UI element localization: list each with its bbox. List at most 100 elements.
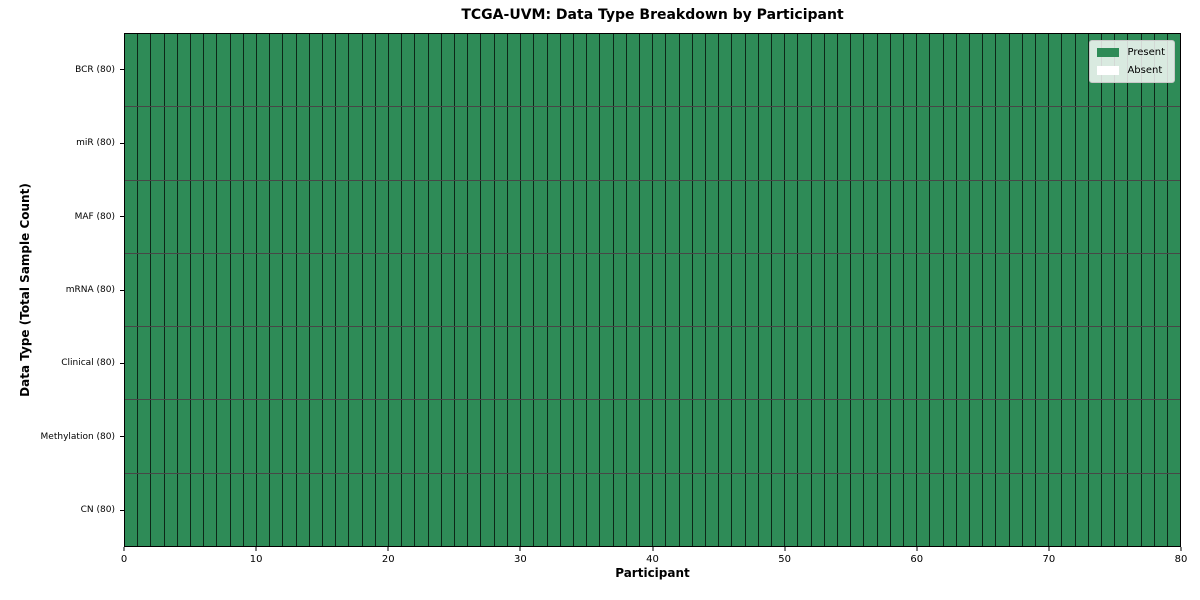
heatmap-cell [1140,180,1154,253]
heatmap-cell [836,107,851,180]
heatmap-cell [506,34,521,107]
heatmap-cell [1101,107,1115,180]
heatmap-cell [242,400,257,473]
heatmap-cell [823,34,837,107]
heatmap-cell [163,400,177,473]
y-tick-mark [120,69,124,71]
heatmap-cell [137,327,151,400]
legend-present-swatch [1097,48,1120,57]
heatmap-cell [176,253,191,327]
heatmap-cell [797,107,811,180]
heatmap-cell [427,473,441,546]
heatmap-cell [1101,180,1115,253]
heatmap-cell [969,107,983,180]
heatmap-cell [810,107,824,180]
heatmap-cell [322,180,336,253]
heatmap-cell [125,34,138,107]
heatmap-cell [150,327,164,400]
heatmap-cell [902,253,917,327]
heatmap-cell [850,400,864,473]
heatmap-cell [1127,253,1141,327]
heatmap-cell [612,34,626,107]
heatmap-cell [401,180,415,253]
heatmap-cell [242,180,257,253]
heatmap-cell [876,253,890,327]
heatmap-cell [190,34,204,107]
x-tick-label: 70 [1042,554,1056,565]
heatmap-cell [850,107,864,180]
heatmap-cell [929,34,943,107]
y-tick-label: MAF (80) [74,211,115,222]
heatmap-cell [638,34,653,107]
heatmap-cell [401,327,415,400]
heatmap-cell [955,107,969,180]
heatmap-cell [969,253,983,327]
heatmap-cell [374,327,389,400]
heatmap-cell [203,253,217,327]
heatmap-cell [467,253,481,327]
heatmap-cell [744,473,758,546]
heatmap-cell [1021,180,1036,253]
heatmap-cell [586,473,600,546]
heatmap-row [125,252,1181,327]
heatmap-cell [929,327,943,400]
heatmap-cell [335,180,349,253]
heatmap-cell [995,34,1009,107]
heatmap-cell [190,473,204,546]
heatmap-cell [625,253,639,327]
heatmap-cell [1140,107,1154,180]
heatmap-cell [533,107,547,180]
heatmap-cell [876,34,890,107]
heatmap-cell [1048,107,1062,180]
heatmap-cell [810,34,824,107]
heatmap-cell [467,34,481,107]
heatmap-cell [612,473,626,546]
heatmap-cell [770,327,785,400]
heatmap-cell [1048,253,1062,327]
heatmap-cell [1167,107,1181,180]
heatmap-cell [203,473,217,546]
heatmap-cell [599,400,613,473]
heatmap-cell [757,253,771,327]
heatmap-cell [1101,253,1115,327]
heatmap-cell [480,400,494,473]
heatmap-cell [308,253,323,327]
x-tick-mark [123,547,125,551]
heatmap-cell [388,253,402,327]
heatmap-cell [125,400,138,473]
y-axis: BCR (80) miR (80) MAF (80) mRNA (80) Clinica… [0,33,124,547]
heatmap-cell [982,253,996,327]
heatmap-cell [757,400,771,473]
heatmap-cell [1114,400,1128,473]
heatmap-cell [969,34,983,107]
heatmap-cell [889,327,903,400]
heatmap-cell [586,253,600,327]
heatmap-cell [295,327,309,400]
heatmap-cell [955,327,969,400]
heatmap-cell [401,107,415,180]
heatmap-cell [137,473,151,546]
heatmap-cell [163,107,177,180]
heatmap-cell [625,107,639,180]
heatmap-cell [810,473,824,546]
heatmap-cell [137,34,151,107]
heatmap-cell [546,34,560,107]
heatmap-cell [1101,473,1115,546]
heatmap-cell [1021,473,1036,546]
heatmap-cell [850,34,864,107]
heatmap-cell [374,400,389,473]
heatmap-cell [744,327,758,400]
heatmap-cell [1153,180,1168,253]
heatmap-cell [440,34,455,107]
y-tick-mark [120,509,124,511]
heatmap-cell [216,180,230,253]
heatmap-cell [969,400,983,473]
heatmap-cell [1074,473,1088,546]
heatmap-cell [876,473,890,546]
heatmap-cell [863,180,877,253]
heatmap-cell [1167,180,1181,253]
heatmap-cell [916,253,930,327]
heatmap-cell [533,400,547,473]
heatmap-cell [850,327,864,400]
x-tick-label: 20 [381,554,395,565]
